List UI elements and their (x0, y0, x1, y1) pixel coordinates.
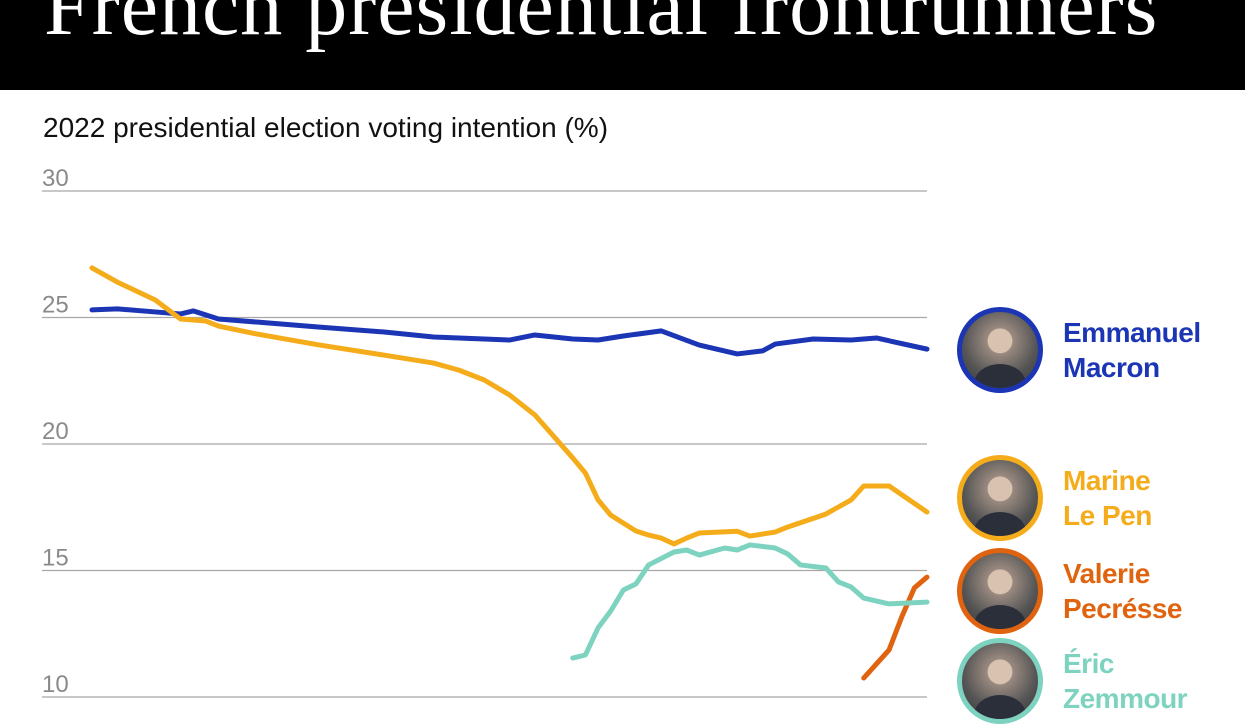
legend-item: Marine Le Pen (957, 455, 1152, 541)
series-line-emmanuel-macron (89, 306, 930, 357)
legend-label: Valerie Pecrésse (1063, 556, 1183, 626)
portrait-photo-icon (957, 307, 1043, 393)
y-tick-label: 20 (42, 418, 69, 445)
series-line--ric-zemmour (570, 542, 930, 661)
portrait-photo-icon (957, 455, 1043, 541)
y-tick-label: 10 (42, 671, 69, 698)
portrait-photo-icon (957, 548, 1043, 634)
line-chart: 10 15 20 25 30 (42, 165, 930, 698)
legend-label-line: Valerie (1063, 558, 1150, 589)
legend-label-line: Pecrésse (1063, 593, 1183, 624)
portrait-photo-icon (957, 638, 1043, 724)
series-line-marine-le-pen (89, 265, 930, 547)
legend-label-line: Zemmour (1063, 683, 1188, 714)
legend-label: Marine Le Pen (1063, 463, 1152, 533)
legend-item: Valerie Pecrésse (957, 548, 1183, 634)
legend-item: Emmanuel Macron (957, 307, 1201, 393)
header-band: French presidential frontrunners (0, 0, 1245, 90)
legend-label-line: Macron (1063, 352, 1160, 383)
chart-title: French presidential frontrunners (44, 0, 1159, 53)
legend-label-line: Marine (1063, 465, 1151, 496)
y-tick-label: 30 (42, 165, 69, 192)
legend-label-line: Éric (1063, 648, 1114, 679)
legend-label-line: Emmanuel (1063, 317, 1201, 348)
y-tick-label: 25 (42, 292, 69, 319)
legend-label-line: Le Pen (1063, 500, 1152, 531)
y-tick-label: 15 (42, 545, 69, 572)
legend-label: Éric Zemmour (1063, 646, 1188, 716)
legend-label: Emmanuel Macron (1063, 315, 1201, 385)
series-line-valerie-pecr-sse (861, 574, 930, 681)
legend-item: Éric Zemmour (957, 638, 1188, 724)
chart-subtitle: 2022 presidential election voting intent… (43, 112, 609, 143)
